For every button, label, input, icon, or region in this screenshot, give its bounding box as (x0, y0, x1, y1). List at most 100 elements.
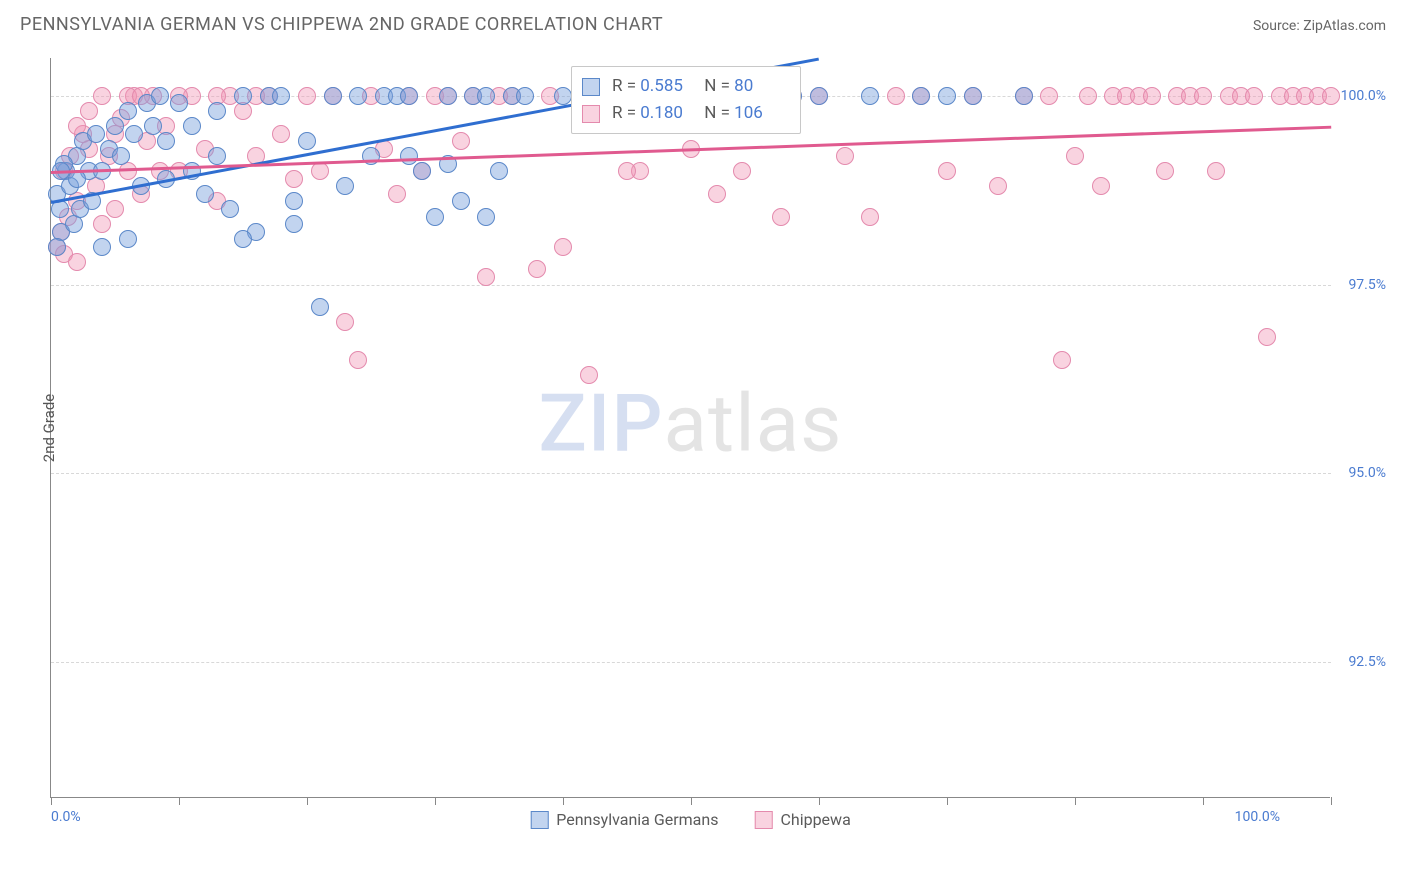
data-point (964, 87, 982, 105)
y-tick-label: 100.0% (1341, 88, 1386, 104)
source-name: ZipAtlas.com (1303, 18, 1386, 34)
data-point (272, 125, 290, 143)
plot-area: 2nd Grade 0.0% 100.0% Pennsylvania Germa… (50, 58, 1330, 798)
data-point (272, 87, 290, 105)
x-tick (179, 797, 180, 805)
data-point (516, 87, 534, 105)
data-point (285, 170, 303, 188)
legend-item-2: Chippewa (754, 810, 850, 829)
data-point (170, 94, 188, 112)
y-axis-label: 2nd Grade (40, 393, 58, 461)
data-point (938, 87, 956, 105)
data-point (298, 87, 316, 105)
data-point (48, 238, 66, 256)
legend-swatch-2 (582, 105, 600, 123)
data-point (298, 132, 316, 150)
data-point (208, 102, 226, 120)
data-point (528, 260, 546, 278)
data-point (388, 185, 406, 203)
x-max-label: 100.0% (1235, 809, 1280, 825)
y-tick-label: 92.5% (1348, 654, 1386, 670)
chart-title: PENNSYLVANIA GERMAN VS CHIPPEWA 2ND GRAD… (20, 14, 663, 35)
legend-label-1: Pennsylvania Germans (556, 810, 718, 829)
data-point (733, 162, 751, 180)
x-tick (51, 797, 52, 805)
data-point (477, 208, 495, 226)
data-point (1040, 87, 1058, 105)
data-point (1143, 87, 1161, 105)
data-point (106, 117, 124, 135)
n-value-1: 80 (734, 73, 786, 100)
data-point (1322, 87, 1340, 105)
chart-container: 2nd Grade 0.0% 100.0% Pennsylvania Germa… (50, 58, 1386, 838)
x-tick (563, 797, 564, 805)
data-point (477, 87, 495, 105)
data-point (887, 87, 905, 105)
x-tick (1331, 797, 1332, 805)
data-point (912, 87, 930, 105)
data-point (938, 162, 956, 180)
legend-swatch-1 (582, 78, 600, 96)
x-tick (947, 797, 948, 805)
data-point (349, 87, 367, 105)
r-value-1: 0.585 (640, 73, 692, 100)
data-point (618, 162, 636, 180)
data-point (183, 117, 201, 135)
data-point (80, 102, 98, 120)
data-point (93, 238, 111, 256)
data-point (490, 162, 508, 180)
data-point (580, 366, 598, 384)
data-point (400, 147, 418, 165)
data-point (324, 87, 342, 105)
y-tick-label: 95.0% (1348, 465, 1386, 481)
legend-row-2: R = 0.180 N = 106 (582, 100, 786, 127)
data-point (554, 87, 572, 105)
data-point (1066, 147, 1084, 165)
data-point (234, 230, 252, 248)
data-point (151, 87, 169, 105)
gridline-h (51, 473, 1331, 474)
source-attribution: Source: ZipAtlas.com (1253, 18, 1386, 34)
data-point (93, 87, 111, 105)
data-point (119, 102, 137, 120)
legend-item-1: Pennsylvania Germans (530, 810, 718, 829)
data-point (112, 147, 130, 165)
data-point (119, 230, 137, 248)
gridline-h (51, 662, 1331, 663)
data-point (836, 147, 854, 165)
data-point (1092, 177, 1110, 195)
data-point (87, 125, 105, 143)
x-tick (1203, 797, 1204, 805)
x-tick (435, 797, 436, 805)
data-point (1258, 328, 1276, 346)
legend-swatch-icon (754, 811, 772, 829)
data-point (810, 87, 828, 105)
n-prefix: N = (704, 103, 734, 123)
data-point (861, 87, 879, 105)
x-tick (691, 797, 692, 805)
data-point (452, 192, 470, 210)
data-point (196, 185, 214, 203)
x-tick (307, 797, 308, 805)
data-point (1079, 87, 1097, 105)
data-point (311, 298, 329, 316)
data-point (477, 268, 495, 286)
data-point (311, 162, 329, 180)
data-point (1156, 162, 1174, 180)
x-tick (819, 797, 820, 805)
x-tick (1075, 797, 1076, 805)
data-point (1194, 87, 1212, 105)
watermark: ZIPatlas (539, 376, 843, 470)
data-point (400, 87, 418, 105)
watermark-part1: ZIP (539, 376, 664, 470)
data-point (452, 132, 470, 150)
n-prefix: N = (704, 76, 734, 96)
data-point (285, 192, 303, 210)
data-point (221, 200, 239, 218)
data-point (1207, 162, 1225, 180)
data-point (1015, 87, 1033, 105)
data-point (861, 208, 879, 226)
data-point (349, 351, 367, 369)
data-point (285, 215, 303, 233)
data-point (554, 238, 572, 256)
